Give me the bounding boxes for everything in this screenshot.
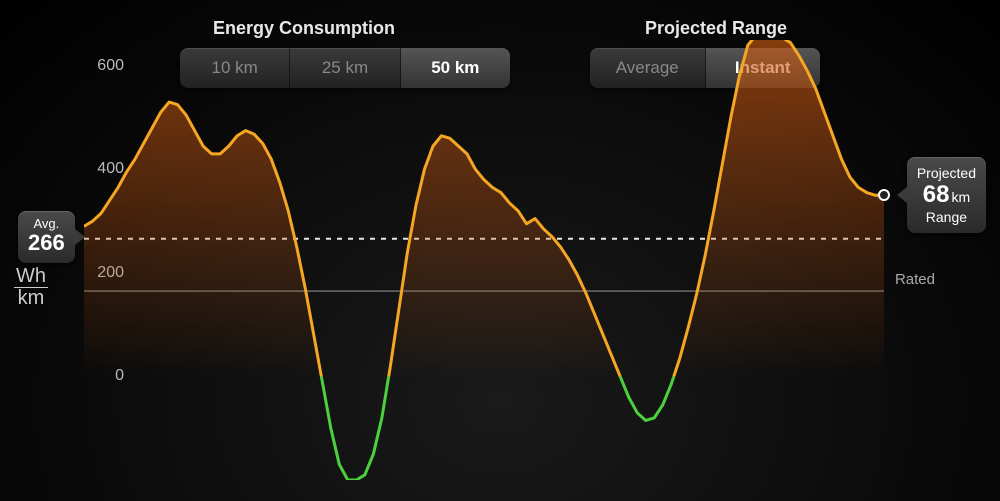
projected-label-bottom: Range (917, 209, 976, 225)
title-range: Projected Range (645, 18, 787, 39)
rated-label: Rated (895, 271, 935, 288)
average-callout: Avg. 266 (18, 211, 75, 263)
projected-value: 68 (923, 181, 950, 208)
y-axis-unit: Wh km (14, 266, 48, 309)
projected-label-top: Projected (917, 165, 976, 181)
projected-unit: km (951, 189, 970, 205)
energy-screen: Energy Consumption Projected Range 10 km… (0, 0, 1000, 501)
average-value: 266 (28, 231, 65, 255)
header-labels: Energy Consumption Projected Range (0, 18, 1000, 39)
projected-callout: Projected 68km Range (907, 157, 986, 233)
projected-marker-icon (878, 189, 890, 201)
average-label: Avg. (28, 217, 65, 231)
title-consumption: Energy Consumption (213, 18, 395, 39)
energy-chart (84, 40, 884, 480)
